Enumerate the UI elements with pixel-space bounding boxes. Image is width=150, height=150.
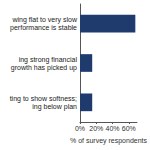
svg-text:ing strong financial: ing strong financial xyxy=(19,56,78,64)
svg-text:% of survey respondents: % of survey respondents xyxy=(70,137,148,145)
svg-text:20%: 20% xyxy=(89,125,103,132)
svg-text:growth has picked up: growth has picked up xyxy=(11,64,77,72)
svg-text:wing flat to very slow: wing flat to very slow xyxy=(11,16,78,24)
svg-text:performance is stable: performance is stable xyxy=(10,24,77,32)
svg-text:ting to show softness;: ting to show softness; xyxy=(10,95,77,103)
svg-text:0%: 0% xyxy=(75,125,85,132)
svg-text:40%: 40% xyxy=(106,125,120,132)
svg-text:ing below plan: ing below plan xyxy=(32,103,77,111)
svg-text:60%: 60% xyxy=(122,125,136,132)
